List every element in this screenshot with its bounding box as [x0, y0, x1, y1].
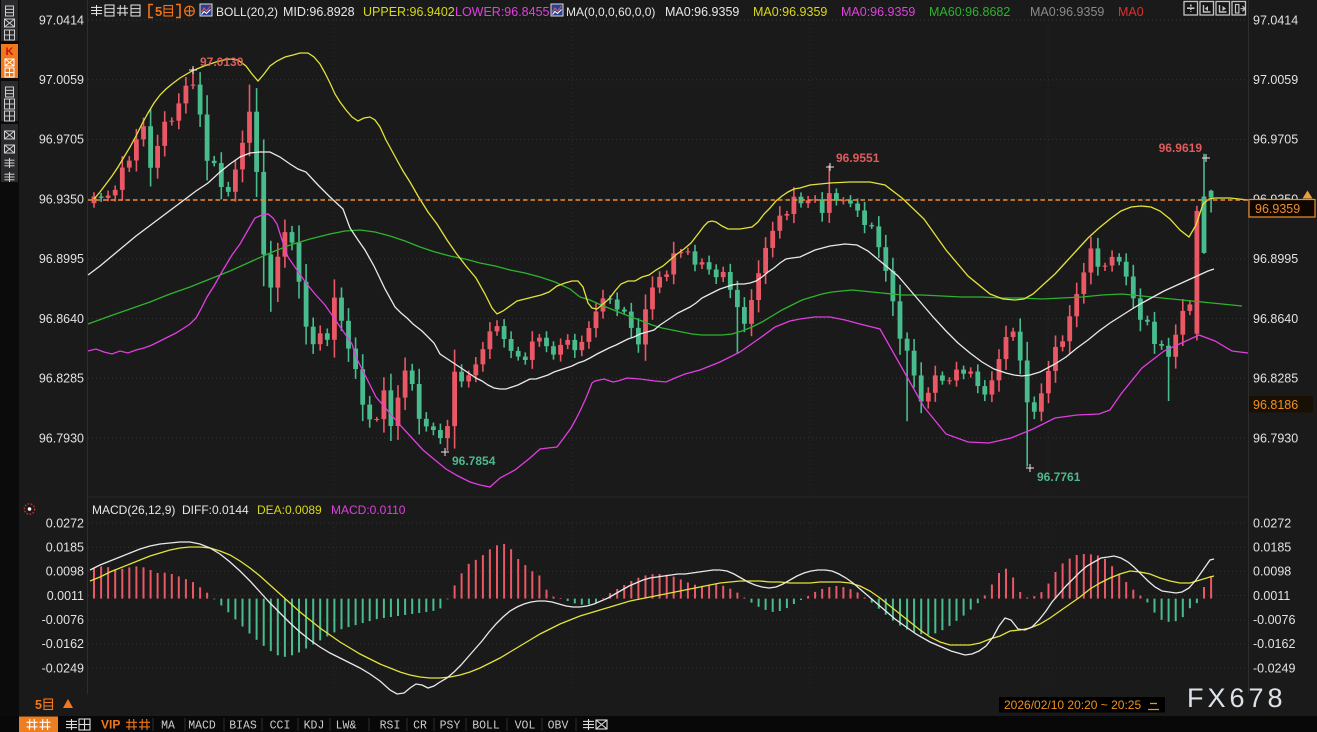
svg-text:0.0185: 0.0185: [46, 541, 84, 555]
svg-text:UPPER:96.9402: UPPER:96.9402: [363, 5, 455, 19]
svg-text:96.8640: 96.8640: [39, 312, 84, 326]
svg-text:97.0059: 97.0059: [1253, 73, 1298, 87]
svg-text:96.7930: 96.7930: [1253, 431, 1298, 445]
svg-text:LW&: LW&: [336, 720, 357, 732]
svg-text:VIP: VIP: [101, 718, 120, 732]
svg-text:DIFF:0.0144: DIFF:0.0144: [182, 503, 249, 517]
svg-text:MA0:96.9359: MA0:96.9359: [1030, 5, 1104, 19]
svg-text:0.0185: 0.0185: [1253, 541, 1291, 555]
svg-text:96.8995: 96.8995: [1253, 252, 1298, 266]
svg-text:-0.0076: -0.0076: [42, 613, 84, 627]
svg-text:MA0: MA0: [1118, 5, 1144, 19]
svg-text:RSI: RSI: [380, 720, 401, 732]
svg-text:96.9359: 96.9359: [1255, 202, 1300, 216]
svg-text:5: 5: [155, 4, 162, 19]
svg-text:-0.0249: -0.0249: [42, 661, 84, 675]
svg-text:BOLL(20,2): BOLL(20,2): [216, 5, 278, 19]
svg-text:MA0:96.9359: MA0:96.9359: [665, 5, 739, 19]
svg-text:0.0098: 0.0098: [46, 565, 84, 579]
svg-text:96.8285: 96.8285: [39, 372, 84, 386]
svg-text:MA60:96.8682: MA60:96.8682: [929, 5, 1010, 19]
svg-text:MACD(26,12,9): MACD(26,12,9): [92, 503, 175, 517]
svg-text:0.0098: 0.0098: [1253, 565, 1291, 579]
svg-text:96.9619: 96.9619: [1159, 141, 1203, 155]
svg-text:96.9350: 96.9350: [39, 192, 84, 206]
svg-text:96.9705: 96.9705: [39, 133, 84, 147]
svg-text:MA0:96.9359: MA0:96.9359: [841, 5, 915, 19]
svg-text:LOWER:96.8455: LOWER:96.8455: [455, 5, 550, 19]
svg-text:96.9551: 96.9551: [836, 151, 880, 165]
svg-text:-0.0076: -0.0076: [1253, 613, 1295, 627]
svg-text:97.0130: 97.0130: [200, 55, 244, 69]
svg-text:96.7854: 96.7854: [452, 454, 496, 468]
svg-text:MID:96.8928: MID:96.8928: [283, 5, 355, 19]
svg-text:MACD: MACD: [188, 720, 216, 732]
svg-text:-0.0162: -0.0162: [1253, 637, 1295, 651]
svg-text:96.7761: 96.7761: [1037, 470, 1081, 484]
svg-text:2026/02/10 20:20 ~ 20:25: 2026/02/10 20:20 ~ 20:25: [1004, 698, 1141, 712]
svg-text:DEA:0.0089: DEA:0.0089: [257, 503, 322, 517]
svg-text:97.0414: 97.0414: [39, 13, 84, 27]
svg-text:0.0272: 0.0272: [1253, 516, 1291, 530]
svg-text:96.9705: 96.9705: [1253, 133, 1298, 147]
svg-text:96.8995: 96.8995: [39, 252, 84, 266]
svg-text:96.7930: 96.7930: [39, 431, 84, 445]
svg-text:-0.0249: -0.0249: [1253, 661, 1295, 675]
svg-text:PSY: PSY: [440, 720, 461, 732]
svg-text:0.0011: 0.0011: [1253, 589, 1290, 603]
svg-text:0.0272: 0.0272: [46, 516, 84, 530]
svg-text:KDJ: KDJ: [304, 720, 325, 732]
svg-text:BOLL: BOLL: [472, 720, 500, 732]
svg-text:CR: CR: [413, 720, 427, 732]
svg-text:VOL: VOL: [515, 720, 536, 732]
svg-text:K: K: [6, 46, 14, 58]
svg-text:0.0011: 0.0011: [47, 589, 84, 603]
svg-text:MA: MA: [161, 720, 175, 732]
svg-text:MA0:96.9359: MA0:96.9359: [753, 5, 827, 19]
svg-text:MA(0,0,0,60,0,0): MA(0,0,0,60,0,0): [566, 5, 655, 19]
svg-text:MACD:0.0110: MACD:0.0110: [331, 503, 406, 517]
svg-text:5: 5: [35, 698, 42, 712]
svg-text:97.0414: 97.0414: [1253, 13, 1298, 27]
svg-text:96.8640: 96.8640: [1253, 312, 1298, 326]
svg-text:96.8186: 96.8186: [1253, 398, 1298, 412]
svg-text:CCI: CCI: [270, 720, 291, 732]
svg-text:-0.0162: -0.0162: [42, 637, 84, 651]
svg-text:FX678: FX678: [1187, 683, 1287, 713]
svg-text:OBV: OBV: [548, 720, 569, 732]
svg-text:BIAS: BIAS: [229, 720, 257, 732]
svg-text:96.8285: 96.8285: [1253, 372, 1298, 386]
svg-text:97.0059: 97.0059: [39, 73, 84, 87]
